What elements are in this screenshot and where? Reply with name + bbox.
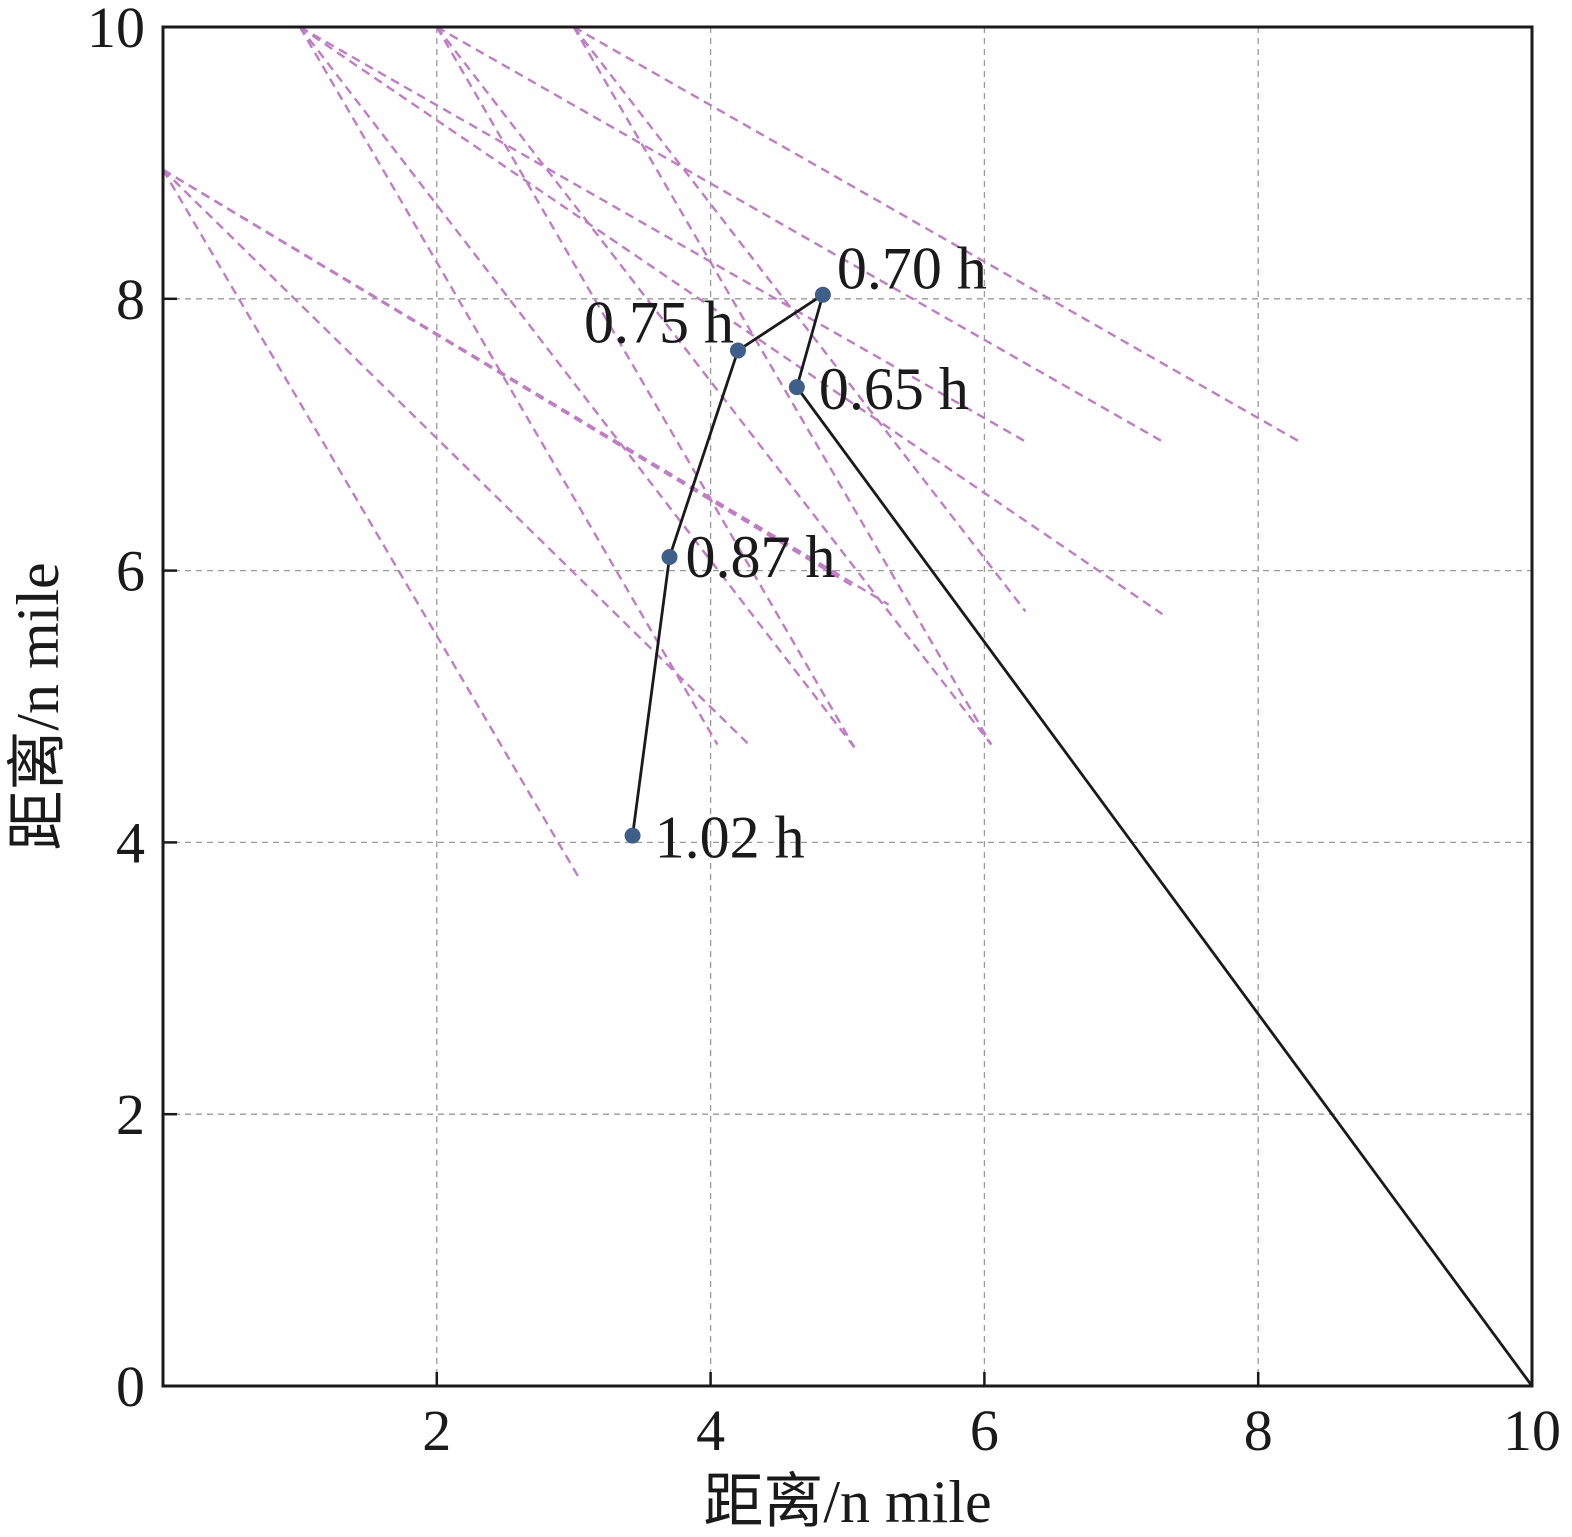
point-label: 1.02 h: [655, 805, 805, 871]
y-axis-label: 距离/n mile: [5, 562, 71, 850]
y-tick-label: 0: [116, 1354, 145, 1419]
observation-marker: [814, 286, 831, 303]
point-labels: 0.65 h 0.70 h 0.75 h 0.87 h 1.02 h: [584, 236, 987, 871]
observation-markers: [624, 286, 831, 844]
bearing-line: [435, 26, 856, 748]
bearing-line: [162, 168, 753, 749]
y-tick-label: 6: [116, 539, 145, 604]
bearing-line: [573, 25, 1300, 443]
point-label: 0.70 h: [837, 236, 987, 302]
point-label: 0.87 h: [686, 524, 836, 590]
ticks: 2 4 6 8 10 0 2 4 6 8 10: [87, 0, 1561, 1463]
y-tick-label: 8: [116, 267, 145, 332]
observation-marker: [624, 827, 641, 844]
y-tick-label: 10: [87, 0, 145, 60]
bearing-lines: [161, 25, 1300, 882]
observation-marker: [788, 379, 805, 396]
bearing-line: [299, 26, 1164, 616]
bearing-line: [572, 26, 993, 746]
x-tick-label: 10: [1503, 1398, 1561, 1463]
bearing-line: [298, 26, 719, 746]
bearing-line: [436, 25, 1163, 443]
x-tick-label: 8: [1244, 1398, 1273, 1463]
observation-marker: [661, 549, 678, 566]
x-tick-label: 2: [422, 1398, 451, 1463]
bearing-line: [299, 25, 1027, 443]
bearing-line: [298, 26, 856, 749]
observation-marker: [729, 342, 746, 359]
y-tick-label: 2: [116, 1082, 145, 1147]
y-tick-label: 4: [116, 810, 145, 875]
plot-frame: [161, 25, 1534, 1388]
point-label: 0.75 h: [584, 289, 734, 355]
bearing-line: [161, 169, 582, 882]
x-tick-label: 4: [696, 1398, 725, 1463]
track-line: [631, 293, 1534, 1387]
bearing-line: [572, 26, 1027, 613]
track: [631, 293, 1534, 1387]
point-label: 0.65 h: [819, 356, 969, 422]
bearing-line: [435, 26, 993, 746]
grid: [163, 27, 1532, 1386]
x-axis-label: 距离/n mile: [703, 1469, 991, 1535]
x-tick-label: 6: [970, 1398, 999, 1463]
